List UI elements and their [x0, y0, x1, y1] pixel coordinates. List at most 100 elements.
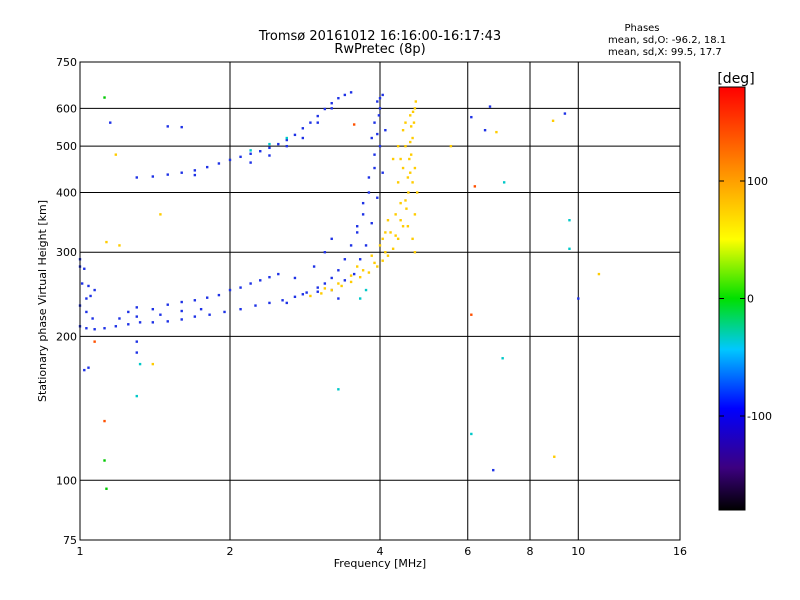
data-point [83, 368, 86, 372]
data-point [473, 185, 477, 188]
data-point [396, 181, 400, 184]
data-point [408, 157, 411, 161]
data-point [405, 207, 408, 210]
y-axis-label: Stationary phase Virtual Height [km] [36, 200, 49, 402]
data-point [381, 93, 384, 97]
data-point [268, 146, 271, 150]
data-point [396, 144, 400, 148]
data-point [470, 313, 473, 316]
data-point [293, 295, 297, 299]
data-point [301, 127, 305, 130]
data-point [316, 121, 319, 124]
data-point [349, 274, 353, 277]
data-point [180, 125, 183, 129]
data-point [166, 125, 169, 128]
data-point [249, 282, 252, 285]
data-point [337, 388, 340, 391]
data-point [309, 121, 312, 124]
data-point [370, 254, 373, 257]
data-point [358, 275, 362, 279]
data-point [293, 133, 297, 137]
data-point [193, 173, 197, 177]
data-point [409, 171, 412, 174]
x-tick-label: 1 [77, 545, 84, 558]
data-point [80, 282, 84, 285]
data-point [391, 247, 395, 250]
data-point [411, 237, 414, 241]
data-point [85, 327, 88, 330]
data-point [87, 284, 90, 288]
x-tick-label: 10 [571, 545, 585, 558]
data-point [83, 267, 86, 270]
data-point [376, 265, 379, 268]
data-point [323, 282, 327, 285]
data-point [381, 237, 384, 241]
data-point [401, 225, 405, 228]
data-point [399, 157, 402, 161]
data-point [151, 362, 155, 366]
data-point [180, 300, 183, 304]
x-tick-labels: 1 2 4 6 8 10 16 [77, 545, 688, 558]
data-point [85, 310, 88, 314]
data-point [373, 153, 376, 156]
data-point [217, 293, 221, 297]
data-point [330, 107, 333, 110]
data-point [323, 251, 327, 254]
data-point [228, 288, 232, 292]
data-point [413, 213, 417, 216]
data-point [409, 153, 413, 156]
data-point [343, 279, 347, 282]
data-point [285, 136, 288, 140]
data-point [394, 213, 397, 216]
data-point [373, 166, 376, 170]
data-point [151, 175, 155, 178]
data-point [495, 130, 498, 134]
data-point [193, 169, 197, 172]
plot-frame [79, 61, 681, 541]
data-point [268, 142, 271, 146]
data-point [401, 128, 405, 132]
data-point [330, 101, 333, 105]
data-point [370, 136, 373, 140]
data-point [135, 340, 138, 343]
data-point [208, 313, 211, 316]
data-point [373, 261, 376, 265]
data-point [180, 318, 183, 321]
data-point [411, 110, 415, 114]
data-point [378, 96, 382, 100]
y-tick-label: 750 [56, 56, 77, 69]
data-point [378, 144, 382, 148]
data-point [577, 297, 580, 300]
data-point [205, 165, 209, 169]
stats-o-line: mean, sd,O: -96.2, 18.1 [608, 35, 726, 46]
data-point [87, 366, 90, 369]
data-point [285, 301, 288, 305]
data-point [355, 231, 359, 234]
data-point [166, 303, 169, 306]
y-tick-label: 300 [56, 246, 77, 259]
data-point [376, 132, 379, 136]
colorbar-tick-label: 0 [747, 293, 754, 306]
data-point [118, 244, 121, 247]
data-point [330, 237, 333, 241]
data-point [228, 158, 232, 162]
data-point [285, 138, 288, 142]
data-point [370, 222, 373, 225]
data-point [343, 258, 347, 261]
data-point [399, 219, 402, 222]
data-point [105, 240, 108, 244]
data-point [355, 225, 359, 228]
data-point [89, 294, 92, 298]
data-point [409, 125, 413, 128]
data-point [301, 293, 305, 296]
data-point [193, 299, 197, 302]
data-point [159, 213, 162, 216]
data-point [337, 269, 340, 272]
data-point [373, 121, 376, 124]
data-point [470, 115, 473, 119]
data-point [412, 121, 416, 124]
data-point [553, 455, 556, 458]
stats-heading: Phases [624, 23, 659, 34]
data-point [268, 154, 271, 157]
data-point [563, 112, 567, 115]
